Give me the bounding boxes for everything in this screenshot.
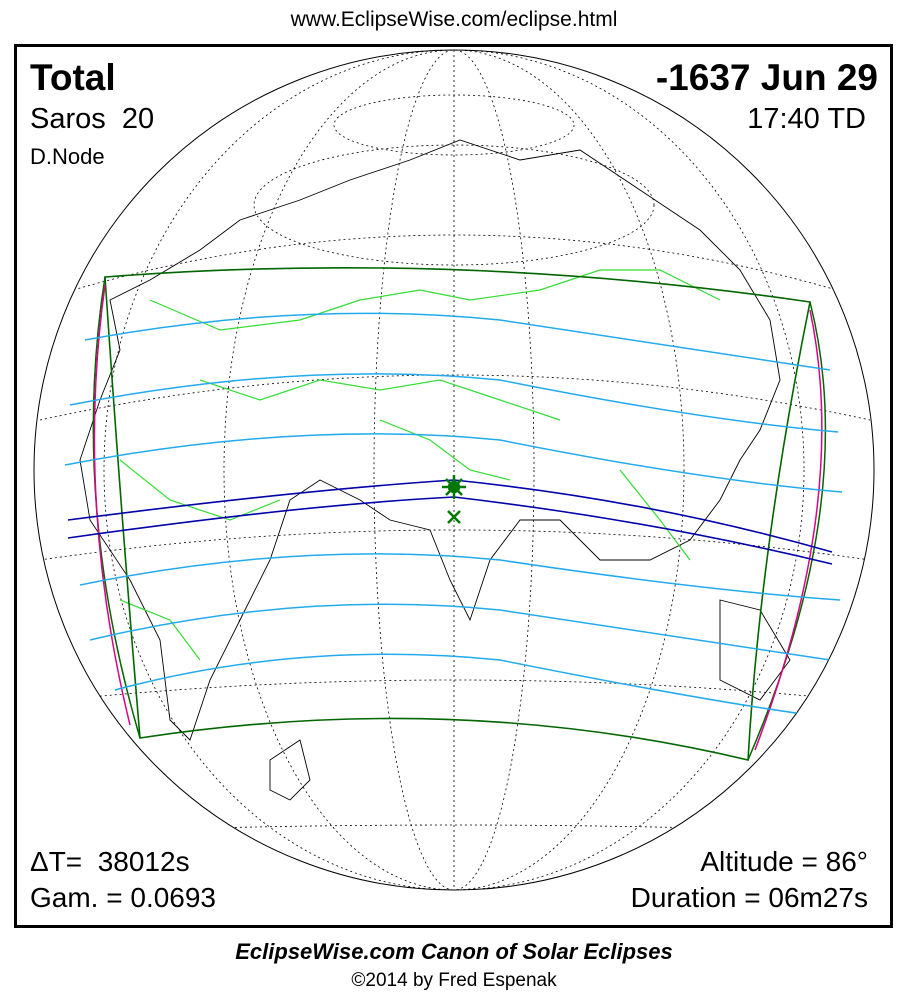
footer-title: EclipseWise.com Canon of Solar Eclipses — [235, 939, 673, 964]
coastlines — [79, 139, 791, 801]
eclipse-path — [64, 266, 843, 761]
duration: Duration = 06m27s — [630, 882, 868, 913]
umbral-limit — [67, 496, 833, 565]
greatest-duration — [447, 510, 461, 524]
date: -1637 Jun 29 — [655, 57, 878, 98]
saros: Saros 20 — [30, 103, 155, 135]
globe — [33, 49, 875, 891]
rise-set-curve — [93, 284, 131, 726]
altitude: Altitude = 86° — [700, 846, 868, 877]
eclipse-type: Total — [30, 57, 116, 98]
rise-set-curve — [754, 309, 823, 751]
borders — [119, 269, 721, 661]
node: D.Node — [30, 144, 105, 169]
time: 17:40 TD — [747, 103, 866, 135]
gamma: Gam. = 0.0693 — [30, 882, 217, 913]
delta-t: ΔT= 38012s — [30, 846, 190, 877]
magnitude-curves — [64, 312, 843, 716]
url: www.EclipseWise.com/eclipse.html — [290, 8, 618, 31]
greatest-eclipse — [442, 475, 466, 499]
footer-credit: ©2014 by Fred Espenak — [351, 970, 557, 991]
penumbra-edge — [92, 276, 141, 739]
graticule — [39, 50, 871, 890]
frame — [14, 44, 893, 928]
